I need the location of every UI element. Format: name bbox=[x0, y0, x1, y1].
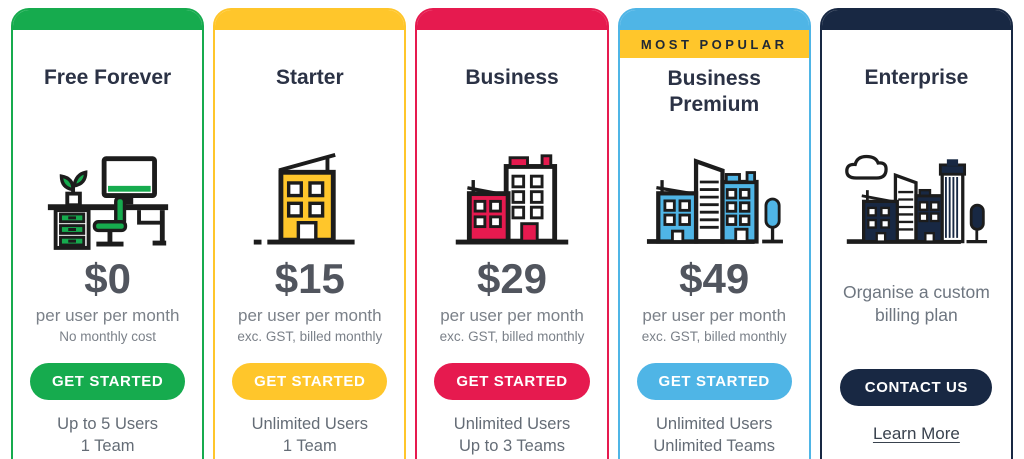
get-started-button[interactable]: GET STARTED bbox=[434, 363, 590, 400]
feature-teams: 1 Team bbox=[282, 437, 337, 456]
feature-users: Unlimited Users bbox=[251, 415, 369, 433]
plan-title: Enterprise bbox=[864, 65, 969, 89]
city-skyline-cloud-illustration bbox=[845, 154, 988, 244]
plan-card-enterprise: Enterprise bbox=[819, 8, 1014, 459]
card-top-cap bbox=[821, 10, 1012, 30]
feature-teams: Unlimited Teams bbox=[653, 437, 776, 456]
card-top-cap bbox=[417, 10, 607, 30]
plan-title: Free Forever bbox=[43, 65, 172, 89]
billing-note: exc. GST, billed monthly bbox=[641, 329, 787, 344]
plan-price: $15 bbox=[274, 255, 345, 302]
card-top-cap bbox=[215, 10, 405, 30]
price-period-label: per user per month bbox=[440, 306, 584, 325]
plan-title: Starter bbox=[275, 65, 344, 89]
plan-price: $0 bbox=[84, 255, 131, 302]
plan-card-business-premium: MOST POPULAR Business Premium bbox=[617, 8, 811, 459]
plan-price: $29 bbox=[476, 255, 548, 302]
plan-price: $49 bbox=[679, 255, 750, 302]
card-top-cap bbox=[13, 10, 203, 30]
get-started-button[interactable]: GET STARTED bbox=[29, 363, 186, 400]
most-popular-badge: MOST POPULAR bbox=[619, 30, 809, 58]
learn-more-link[interactable]: Learn More bbox=[872, 424, 960, 443]
billing-note: exc. GST, billed monthly bbox=[237, 329, 383, 344]
plan-title: Business bbox=[465, 65, 559, 89]
feature-teams: 1 Team bbox=[80, 437, 135, 456]
plan-title: Business Premium bbox=[667, 66, 761, 116]
plan-description: Organise a custom billing plan bbox=[842, 282, 990, 325]
city-buildings-tree-illustration bbox=[647, 158, 784, 244]
price-period-label: per user per month bbox=[35, 306, 180, 325]
desk-workspace-illustration bbox=[47, 156, 168, 250]
single-building-illustration bbox=[253, 152, 355, 245]
price-period-label: per user per month bbox=[642, 306, 787, 325]
feature-users: Up to 5 Users bbox=[57, 415, 159, 433]
plan-card-free-forever: Free Forever bbox=[11, 8, 205, 459]
get-started-button[interactable]: GET STARTED bbox=[232, 363, 388, 400]
plan-card-starter: Starter $15 per user per month exc. GST,… bbox=[213, 8, 407, 459]
two-buildings-illustration bbox=[455, 154, 569, 245]
billing-note: exc. GST, billed monthly bbox=[439, 329, 585, 344]
card-top-cap bbox=[619, 10, 809, 30]
price-period-label: per user per month bbox=[237, 306, 382, 325]
plan-card-business: Business bbox=[415, 8, 609, 459]
feature-users: Unlimited Users bbox=[655, 415, 773, 433]
feature-users: Unlimited Users bbox=[453, 415, 571, 433]
billing-note: No monthly cost bbox=[59, 329, 156, 344]
feature-teams: Up to 3 Teams bbox=[458, 437, 566, 456]
get-started-button[interactable]: GET STARTED bbox=[636, 363, 792, 400]
contact-us-button[interactable]: CONTACT US bbox=[840, 369, 993, 406]
